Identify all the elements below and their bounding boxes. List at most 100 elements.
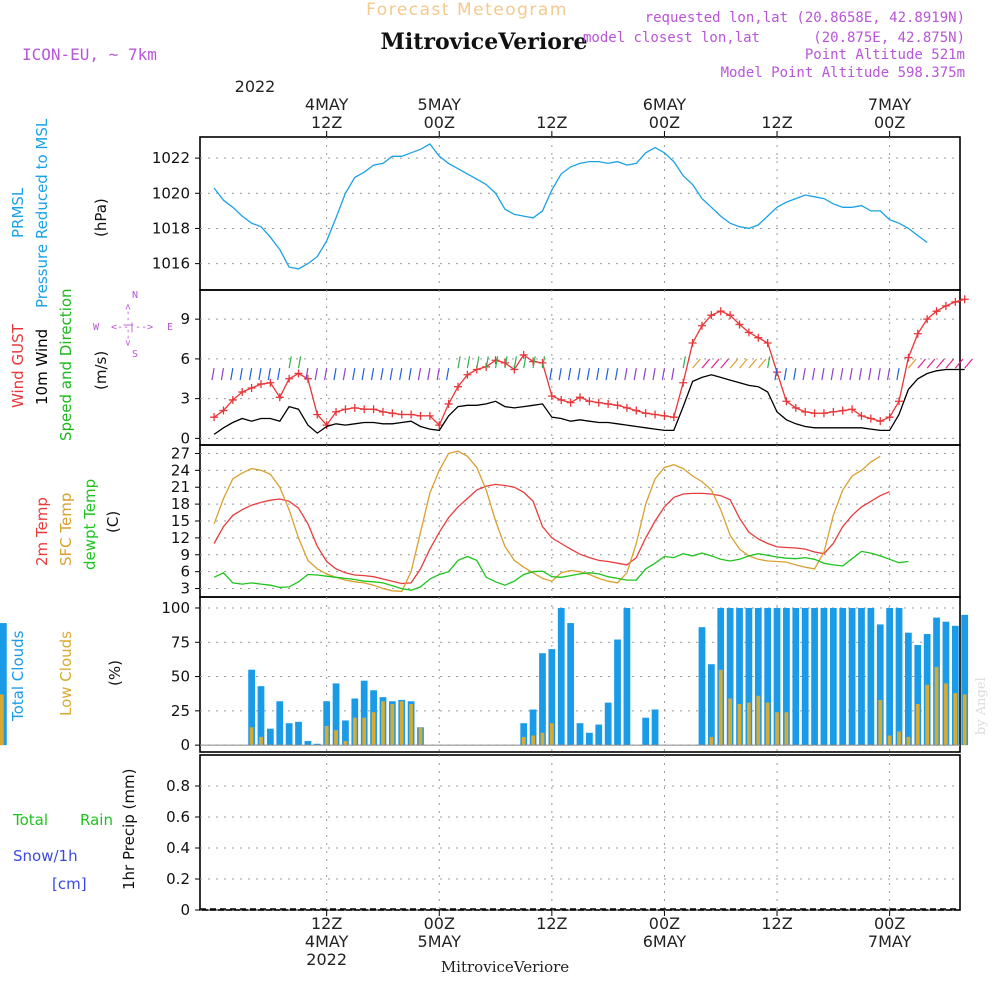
gust-marker	[519, 350, 528, 359]
time-label-bottom: 4MAY	[305, 932, 349, 951]
clouds-bar-total-clouds	[811, 607, 818, 746]
wind-label-gust: Wind GUST	[9, 323, 27, 408]
time-label-top: 12Z	[761, 113, 792, 132]
clouds-ytick-label: 0	[180, 736, 190, 754]
clouds-bar-total-clouds	[961, 614, 969, 746]
time-label-bottom: 00Z	[424, 914, 455, 933]
gust-marker	[529, 357, 538, 366]
clouds-bar-low-clouds	[418, 727, 423, 746]
precip-ytick-label: 0	[180, 901, 190, 919]
wind-direction-arrow	[476, 356, 480, 369]
wind-direction-arrow	[408, 368, 412, 381]
pressure-unit: (hPa)	[92, 198, 110, 237]
clouds-bar-total-clouds	[736, 607, 743, 746]
clouds-bar-low-clouds	[765, 702, 770, 746]
precip-label-rain: Rain	[80, 811, 113, 829]
clouds-bar-total-clouds	[529, 709, 537, 746]
wind-direction-arrow	[577, 368, 581, 381]
wind-direction-arrow	[692, 358, 701, 369]
wind-direction-arrow	[868, 368, 872, 381]
clouds-bar-total-clouds	[313, 743, 321, 746]
precip-label-total: Total	[12, 811, 48, 829]
precip-ytick-label: 0.6	[166, 808, 190, 826]
gust-marker	[463, 370, 472, 379]
precip-ytick-label: 0.4	[166, 839, 190, 857]
gust-marker	[294, 369, 303, 378]
gust-marker	[913, 329, 922, 338]
clouds-bar-total-clouds	[651, 709, 659, 746]
gust-marker	[444, 399, 453, 408]
wind-direction-arrow	[710, 358, 720, 369]
clouds-bar-total-clouds	[867, 607, 875, 746]
clouds-bar-total-clouds	[726, 607, 734, 746]
time-label-top: 6MAY	[643, 95, 687, 114]
wind-direction-arrow	[739, 358, 748, 369]
wind-direction-arrow	[783, 368, 788, 381]
wind-direction-arrow	[389, 368, 393, 381]
wind-direction-arrow	[877, 368, 881, 381]
wind-direction-arrow	[399, 368, 403, 381]
compass-w: W	[93, 322, 100, 333]
time-label-bottom: 12Z	[311, 914, 342, 933]
meteogram-subtitle: Forecast Meteogram	[366, 0, 568, 20]
clouds-bar-low-clouds	[343, 741, 348, 746]
wind-direction-arrow	[858, 368, 863, 381]
wind-direction-arrow	[757, 358, 767, 369]
wind-direction-arrow	[352, 368, 356, 381]
clouds-bar-total-clouds	[942, 621, 950, 746]
wind-direction-arrow	[494, 356, 499, 369]
cloud-label-low: Low Clouds	[57, 631, 75, 716]
closest-label: model closest lon,lat	[583, 30, 760, 46]
time-label-bottom: 00Z	[874, 914, 905, 933]
station-title: MitroviceVeriore	[381, 29, 588, 55]
time-label-bottom: 5MAY	[418, 932, 462, 951]
wind-direction-arrow	[532, 356, 536, 369]
gust-marker	[660, 411, 669, 420]
clouds-bar-total-clouds	[332, 683, 340, 746]
clouds-bar-total-clouds	[604, 702, 612, 746]
clouds-bar-total-clouds	[895, 607, 903, 746]
wind-direction-arrow	[821, 368, 825, 381]
compass-s: S	[132, 349, 138, 360]
gust-marker	[425, 411, 434, 420]
time-label-top: 5MAY	[418, 95, 462, 114]
compass-n: N	[132, 290, 138, 301]
top-year-label: 2022	[235, 77, 276, 96]
clouds-bar-total-clouds	[829, 607, 837, 746]
gust-marker	[303, 374, 312, 383]
gust-marker	[332, 407, 341, 416]
temperature-ytick-label: 9	[180, 546, 190, 564]
gust-marker	[782, 397, 791, 406]
clouds-bar-low-clouds	[531, 735, 535, 746]
clouds-bar-low-clouds	[259, 736, 263, 746]
footer-station-name: MitroviceVeriore	[441, 958, 569, 976]
clouds-bar-total-clouds	[595, 724, 603, 746]
wind-direction-arrow	[220, 368, 225, 381]
clouds-bar-total-clouds	[257, 686, 265, 746]
time-label-bottom: 6MAY	[643, 932, 687, 951]
clouds-bar-total-clouds	[0, 623, 7, 746]
temp-label-sfc: SFC Temp	[57, 493, 75, 566]
clouds-bar-total-clouds	[342, 720, 349, 746]
precip-frame	[199, 754, 961, 911]
clouds-bar-low-clouds	[334, 730, 338, 746]
wind-direction-arrow	[485, 356, 489, 369]
clouds-bar-low-clouds	[953, 693, 958, 746]
clouds-bar-total-clouds	[773, 607, 781, 746]
clouds-bar-low-clouds	[747, 702, 751, 746]
gust-marker	[313, 410, 322, 419]
gust-marker	[641, 409, 650, 418]
pressure-ytick-label: 1020	[152, 184, 190, 202]
clouds-bar-total-clouds	[858, 607, 865, 746]
wind-direction-arrow	[964, 358, 973, 369]
clouds-bar-total-clouds	[764, 607, 772, 746]
wind-ytick-label: 0	[180, 429, 190, 447]
wind-direction-arrow	[652, 368, 656, 381]
cloud-labels: Total Clouds Low Clouds (%)	[9, 630, 124, 722]
gust-marker	[857, 411, 866, 420]
time-label-bottom: 7MAY	[868, 932, 912, 951]
gust-marker	[557, 395, 566, 404]
wind-direction-arrow	[682, 356, 686, 369]
gust-marker	[679, 378, 688, 387]
wind-frame	[199, 289, 961, 446]
